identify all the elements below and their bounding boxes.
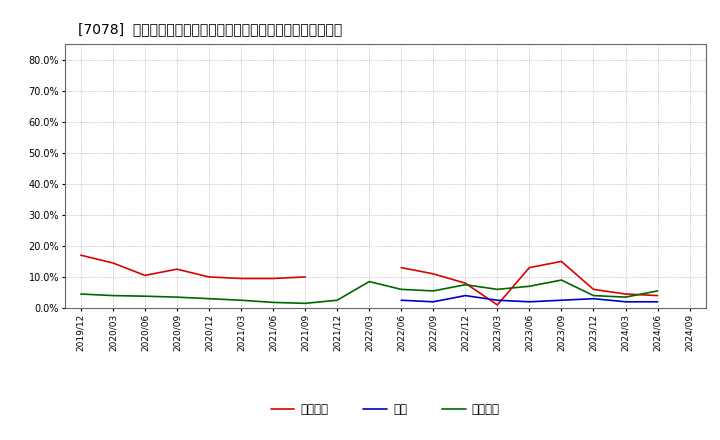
- Line: 在庫: 在庫: [401, 296, 657, 302]
- Line: 売上債権: 売上債権: [81, 255, 305, 279]
- 買入債務: [653, 288, 662, 293]
- 買入債務: [269, 300, 277, 305]
- 売上債権: [237, 276, 246, 281]
- 買入債務: [429, 288, 438, 293]
- Legend: 売上債権, 在庫, 買入債務: 売上債権, 在庫, 買入債務: [266, 398, 505, 421]
- 買入債務: [333, 297, 341, 303]
- 在庫: [653, 299, 662, 304]
- 在庫: [461, 293, 469, 298]
- 買入債務: [621, 294, 630, 300]
- 買入債務: [140, 293, 149, 299]
- 買入債務: [397, 287, 405, 292]
- 在庫: [493, 297, 502, 303]
- 売上債権: [140, 273, 149, 278]
- 買入債務: [76, 291, 85, 297]
- 買入債務: [557, 277, 566, 282]
- 売上債権: [269, 276, 277, 281]
- 在庫: [589, 296, 598, 301]
- 買入債務: [461, 282, 469, 287]
- 買入債務: [301, 301, 310, 306]
- 買入債務: [493, 287, 502, 292]
- 買入債務: [173, 294, 181, 300]
- Text: [7078]  売上債権、在庫、買入債務の総資産に対する比率の推移: [7078] 売上債権、在庫、買入債務の総資産に対する比率の推移: [78, 22, 342, 36]
- 売上債権: [109, 260, 117, 266]
- 在庫: [557, 297, 566, 303]
- 買入債務: [204, 296, 213, 301]
- 在庫: [397, 297, 405, 303]
- 買入債務: [589, 293, 598, 298]
- 在庫: [621, 299, 630, 304]
- 在庫: [429, 299, 438, 304]
- 買入債務: [525, 284, 534, 289]
- 買入債務: [237, 297, 246, 303]
- 売上債権: [173, 267, 181, 272]
- 売上債権: [204, 274, 213, 279]
- 在庫: [525, 299, 534, 304]
- 買入債務: [365, 279, 374, 284]
- 売上債権: [76, 253, 85, 258]
- 買入債務: [109, 293, 117, 298]
- Line: 買入債務: 買入債務: [81, 280, 657, 303]
- 売上債権: [301, 274, 310, 279]
